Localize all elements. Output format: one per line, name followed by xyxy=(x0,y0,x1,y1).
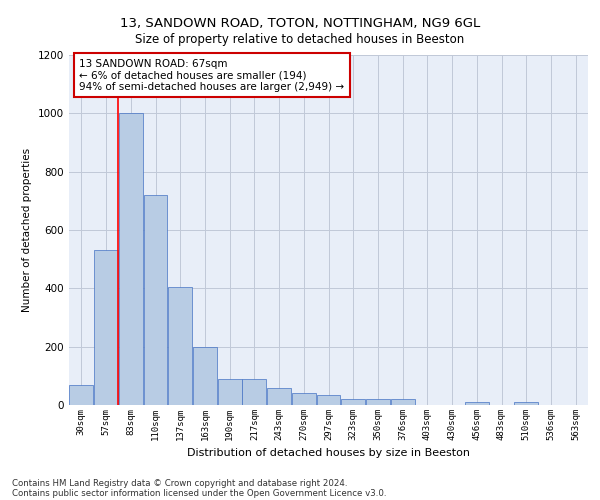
Bar xyxy=(514,402,538,405)
X-axis label: Distribution of detached houses by size in Beeston: Distribution of detached houses by size … xyxy=(187,448,470,458)
Bar xyxy=(267,388,291,405)
Bar xyxy=(465,402,489,405)
Bar xyxy=(366,399,390,405)
Bar xyxy=(242,379,266,405)
Bar xyxy=(218,379,242,405)
Bar xyxy=(119,114,143,405)
Text: Contains public sector information licensed under the Open Government Licence v3: Contains public sector information licen… xyxy=(12,488,386,498)
Text: Contains HM Land Registry data © Crown copyright and database right 2024.: Contains HM Land Registry data © Crown c… xyxy=(12,478,347,488)
Bar xyxy=(143,195,167,405)
Bar xyxy=(391,399,415,405)
Bar xyxy=(317,395,340,405)
Text: Size of property relative to detached houses in Beeston: Size of property relative to detached ho… xyxy=(136,32,464,46)
Bar xyxy=(341,399,365,405)
Y-axis label: Number of detached properties: Number of detached properties xyxy=(22,148,32,312)
Bar xyxy=(292,394,316,405)
Text: 13, SANDOWN ROAD, TOTON, NOTTINGHAM, NG9 6GL: 13, SANDOWN ROAD, TOTON, NOTTINGHAM, NG9… xyxy=(120,18,480,30)
Bar xyxy=(168,287,192,405)
Bar xyxy=(94,250,118,405)
Text: 13 SANDOWN ROAD: 67sqm
← 6% of detached houses are smaller (194)
94% of semi-det: 13 SANDOWN ROAD: 67sqm ← 6% of detached … xyxy=(79,58,344,92)
Bar xyxy=(70,384,94,405)
Bar xyxy=(193,346,217,405)
